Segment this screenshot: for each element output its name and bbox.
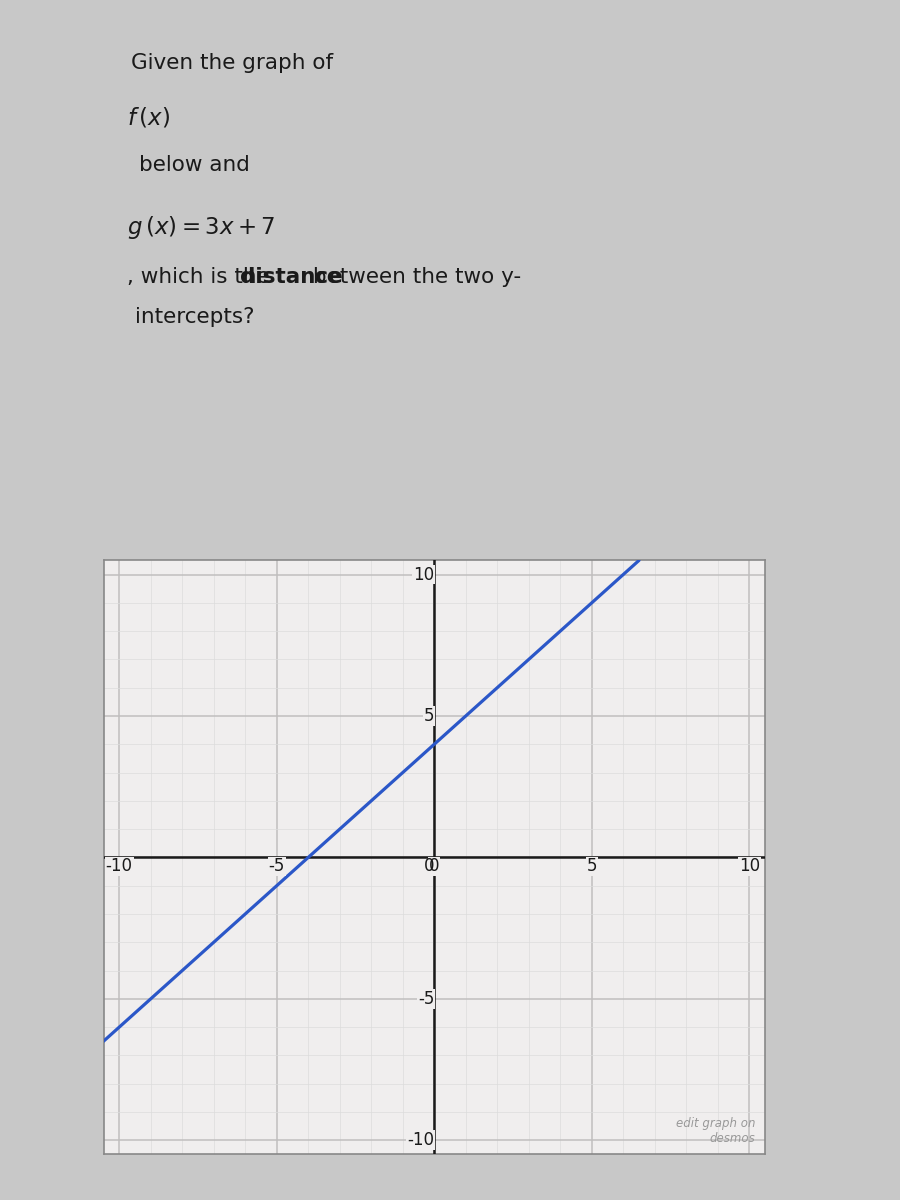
Text: , which is the: , which is the <box>127 268 277 287</box>
Text: distance: distance <box>240 268 343 287</box>
Text: 0: 0 <box>424 857 434 876</box>
Text: 10: 10 <box>739 857 760 876</box>
Text: $f\,(x)$: $f\,(x)$ <box>127 106 170 130</box>
Text: between the two y-: between the two y- <box>306 268 521 287</box>
Text: -5: -5 <box>268 857 285 876</box>
Text: 10: 10 <box>413 565 434 583</box>
Text: intercepts?: intercepts? <box>135 307 255 328</box>
Text: Given the graph of: Given the graph of <box>131 53 333 73</box>
Text: -5: -5 <box>418 990 434 1008</box>
Text: -10: -10 <box>106 857 133 876</box>
Text: 5: 5 <box>424 707 434 725</box>
Text: below and: below and <box>139 155 249 175</box>
Text: edit graph on
desmos: edit graph on desmos <box>676 1117 755 1146</box>
Text: -10: -10 <box>407 1132 434 1150</box>
Text: $g\,(x) = 3x + 7$: $g\,(x) = 3x + 7$ <box>127 214 275 240</box>
Text: 5: 5 <box>587 857 597 876</box>
Text: 0: 0 <box>429 857 439 876</box>
